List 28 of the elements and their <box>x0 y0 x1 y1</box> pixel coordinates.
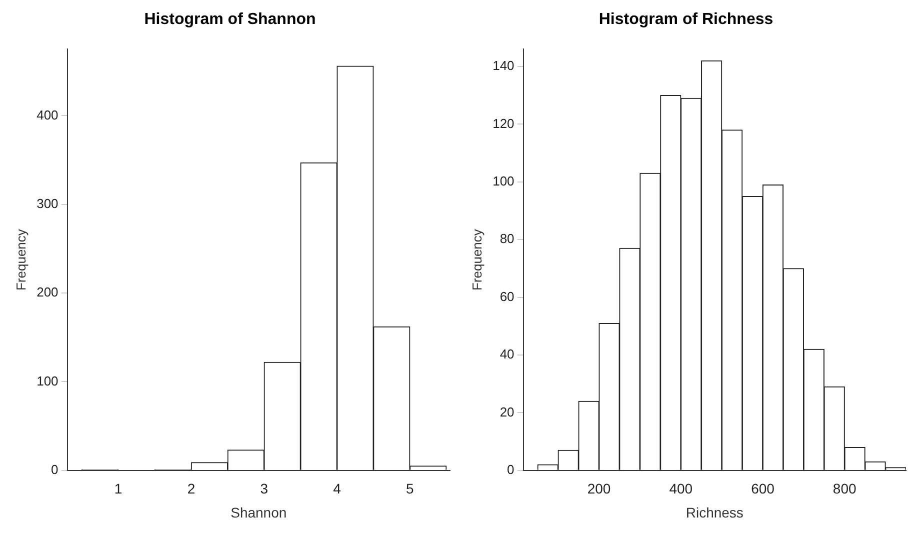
y-tick-label: 20 <box>500 404 514 420</box>
y-tick-label: 140 <box>492 58 514 74</box>
x-tick-label: 400 <box>669 480 693 497</box>
x-tick-label: 5 <box>406 480 414 497</box>
x-tick-label: 200 <box>587 480 611 497</box>
chart-title: Histogram of Richness <box>598 11 774 28</box>
y-tick-label: 120 <box>492 116 514 131</box>
y-axis-title: Frequency <box>469 228 484 291</box>
y-axis-title: Frequency <box>13 228 28 291</box>
y-tick-label: 100 <box>492 173 514 188</box>
y-tick-label: 200 <box>36 284 58 300</box>
x-tick-label: 600 <box>751 480 775 497</box>
y-tick-label: 100 <box>36 373 58 388</box>
y-tick-label: 0 <box>51 462 58 477</box>
x-tick-label: 4 <box>333 480 342 497</box>
y-tick-label: 60 <box>500 288 514 304</box>
y-tick-label: 40 <box>500 346 514 362</box>
y-tick-label: 400 <box>36 107 58 122</box>
y-tick-label: 300 <box>36 196 58 211</box>
x-axis-title: Shannon <box>230 504 287 520</box>
x-tick-label: 3 <box>260 480 268 497</box>
x-tick-label: 2 <box>187 480 196 497</box>
chart-title: Histogram of Shannon <box>144 11 316 28</box>
x-tick-label: 1 <box>114 480 122 497</box>
y-tick-label: 80 <box>500 231 514 246</box>
y-tick-label: 0 <box>507 462 514 477</box>
x-tick-label: 800 <box>832 480 856 497</box>
x-axis-title: Richness <box>686 504 744 520</box>
